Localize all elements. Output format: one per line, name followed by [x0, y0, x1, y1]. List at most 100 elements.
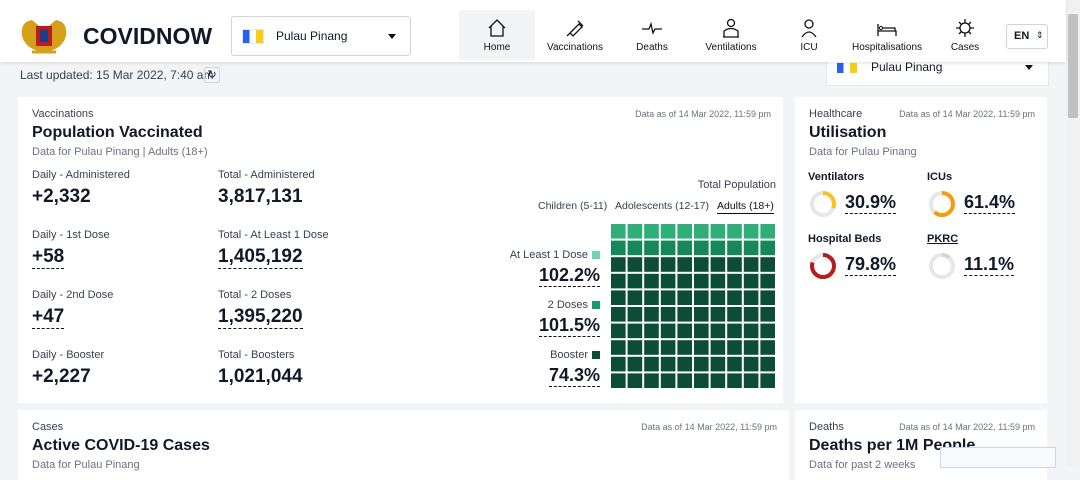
waffle-cell: [727, 290, 742, 305]
data-as-of: Data as of 14 Mar 2022, 11:59 pm: [635, 109, 771, 119]
nav-icon: [877, 24, 897, 36]
scrollbar-thumb[interactable]: [1068, 14, 1078, 118]
waffle-cell: [677, 373, 692, 388]
waffle-cell: [743, 290, 759, 305]
waffle-cell: [644, 224, 659, 239]
metric-label: PKRC: [927, 233, 959, 245]
card-category: Vaccinations: [32, 108, 94, 120]
waffle-cell: [760, 340, 775, 355]
dose-percent: 101.5%: [538, 315, 600, 337]
waffle-cell: [694, 257, 709, 272]
flag: [837, 63, 857, 73]
metric-value: 61.4%: [964, 192, 1016, 214]
waffle-cell: [627, 273, 643, 289]
dose-label: 2 Doses: [547, 299, 588, 311]
stat-label: Daily - 2nd Dose: [32, 289, 114, 301]
header: COVIDNOW Pulau Pinang EN ⇕ Home Vaccinati…: [0, 0, 1066, 62]
waffle-cell: [627, 224, 643, 239]
waffle-cell: [710, 257, 726, 272]
nav-icon: [488, 19, 506, 37]
nav-item[interactable]: Cases: [940, 10, 990, 60]
card-title: Population Vaccinated: [32, 124, 203, 141]
data-as-of: Data as of 14 Mar 2022, 11:59 pm: [899, 422, 1035, 432]
waffle-cell: [677, 273, 692, 289]
waffle-cell: [644, 340, 659, 355]
dose-legend-swatch: [592, 351, 600, 359]
nav-label: Cases: [950, 42, 980, 53]
waffle-cell: [611, 340, 626, 355]
stat-value: 3,817,131: [218, 186, 303, 207]
waffle-cell: [644, 290, 659, 305]
stat-label: Daily - Booster: [32, 349, 105, 361]
waffle-cell: [627, 290, 643, 305]
nav-item[interactable]: Deaths: [622, 10, 682, 60]
waffle-cell: [727, 240, 742, 256]
total-population-label: Total Population: [697, 179, 776, 191]
card-title: Deaths per 1M People: [809, 437, 976, 454]
waffle-cell: [660, 240, 676, 256]
waffle-cell: [694, 307, 709, 322]
waffle-cell: [660, 273, 676, 289]
nav-icon: [566, 20, 584, 37]
card-category: Healthcare: [809, 108, 863, 120]
waffle-chart: [611, 224, 775, 388]
dose-legend-swatch: [592, 251, 600, 259]
waffle-cell: [727, 323, 742, 339]
stat-value: +58: [32, 246, 65, 269]
language-select[interactable]: EN ⇕: [1006, 24, 1048, 49]
waffle-cell: [627, 356, 643, 372]
stat-label: Total - At Least 1 Dose: [218, 229, 329, 241]
waffle-cell: [677, 340, 692, 355]
logo: [21, 20, 67, 54]
waffle-cell: [727, 224, 742, 239]
waffle-cell: [694, 356, 709, 372]
nav-label: Home: [483, 42, 511, 53]
floating-toolbar[interactable]: [940, 447, 1056, 468]
waffle-cell: [760, 224, 775, 239]
metric-label: Ventilators: [808, 171, 865, 183]
refresh-button[interactable]: ↻: [204, 67, 220, 83]
dose-percent: 74.3%: [548, 365, 600, 387]
waffle-cell: [743, 224, 759, 239]
waffle-cell: [660, 290, 676, 305]
waffle-cell: [743, 240, 759, 256]
donut-arc: [929, 191, 955, 217]
stat-label: Total - Administered: [218, 169, 315, 181]
waffle-cell: [727, 340, 742, 355]
waffle-cell: [710, 323, 726, 339]
stat-label: Total - Boosters: [218, 349, 295, 361]
waffle-cell: [660, 323, 676, 339]
nav-item[interactable]: Vaccinations: [540, 10, 610, 60]
stat-label: Total - 2 Doses: [218, 289, 292, 301]
waffle-cell: [627, 340, 643, 355]
nav-item[interactable]: ICU: [788, 10, 830, 60]
card-category: Cases: [32, 421, 64, 433]
brand[interactable]: COVIDNOW: [83, 23, 213, 49]
metric-value: 30.9%: [845, 192, 897, 214]
waffle-cell: [710, 273, 726, 289]
waffle-cell: [611, 257, 626, 272]
state-dropdown[interactable]: Pulau Pinang: [231, 16, 411, 56]
waffle-cell: [760, 373, 775, 388]
waffle-cell: [611, 307, 626, 322]
waffle-cell: [627, 240, 643, 256]
waffle-cell: [660, 373, 676, 388]
waffle-cell: [743, 373, 759, 388]
nav-icon: [723, 18, 739, 38]
nav-label: Deaths: [636, 42, 668, 53]
waffle-cell: [743, 323, 759, 339]
stat-value: 1,021,044: [218, 366, 303, 387]
waffle-cell: [611, 273, 626, 289]
nav-item[interactable]: Home: [459, 10, 535, 60]
waffle-cell: [743, 307, 759, 322]
nav-label: Vaccinations: [547, 42, 603, 53]
nav-item[interactable]: Hospitalisations: [845, 10, 929, 60]
waffle-cell: [627, 307, 643, 322]
age-tab[interactable]: Adolescents (12-17): [615, 200, 709, 212]
card-category: Deaths: [809, 421, 844, 433]
nav-label: ICU: [800, 42, 818, 53]
age-tab[interactable]: Children (5-11): [538, 200, 608, 212]
nav-item[interactable]: Ventilations: [697, 10, 765, 60]
waffle-cell: [694, 290, 709, 305]
age-tab[interactable]: Adults (18+): [717, 200, 774, 214]
